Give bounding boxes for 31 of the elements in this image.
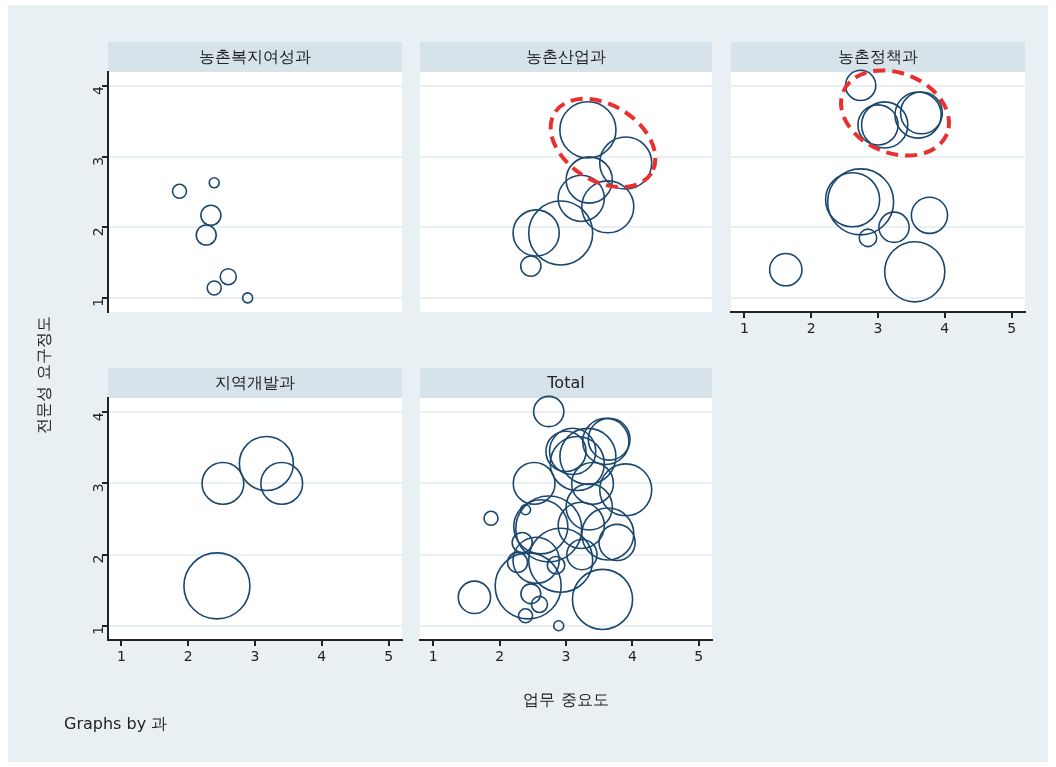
x-tick-label: 2 bbox=[495, 648, 505, 665]
y-tick-label: 3 bbox=[89, 156, 106, 166]
y-tick-label: 2 bbox=[89, 554, 106, 564]
chart-title: 지역개발과 bbox=[108, 368, 402, 398]
x-tick-label: 2 bbox=[183, 648, 193, 665]
x-tick-label: 3 bbox=[873, 320, 883, 337]
y-tick-label: 3 bbox=[89, 483, 106, 493]
x-tick-label: 3 bbox=[250, 648, 260, 665]
x-tick-label: 1 bbox=[428, 648, 438, 665]
x-tick-label: 1 bbox=[739, 320, 749, 337]
y-tick-label: 1 bbox=[89, 297, 106, 307]
chart-title: 농촌정책과 bbox=[731, 42, 1025, 72]
y-tick-label: 4 bbox=[89, 86, 106, 96]
x-axis-title: 업무 중요도 bbox=[523, 690, 609, 711]
y-tick-label: 1 bbox=[89, 625, 106, 635]
chart-title: 농촌산업과 bbox=[420, 42, 712, 72]
text: Graphs by 과 bbox=[64, 714, 168, 735]
x-tick-label: 4 bbox=[940, 320, 950, 337]
x-tick-label: 1 bbox=[116, 648, 126, 665]
chart-title: Total bbox=[420, 368, 712, 398]
x-tick-label: 5 bbox=[694, 648, 704, 665]
x-tick-label: 4 bbox=[627, 648, 637, 665]
x-tick-label: 3 bbox=[561, 648, 571, 665]
x-tick-label: 2 bbox=[806, 320, 816, 337]
y-tick-label: 2 bbox=[89, 227, 106, 237]
y-axis-title: 전문성 요구정도 bbox=[33, 316, 54, 434]
x-tick-label: 5 bbox=[1007, 320, 1017, 337]
y-tick-label: 4 bbox=[89, 412, 106, 422]
x-tick-label: 5 bbox=[384, 648, 394, 665]
chart-title: 농촌복지여성과 bbox=[108, 42, 402, 72]
x-tick-label: 4 bbox=[317, 648, 327, 665]
